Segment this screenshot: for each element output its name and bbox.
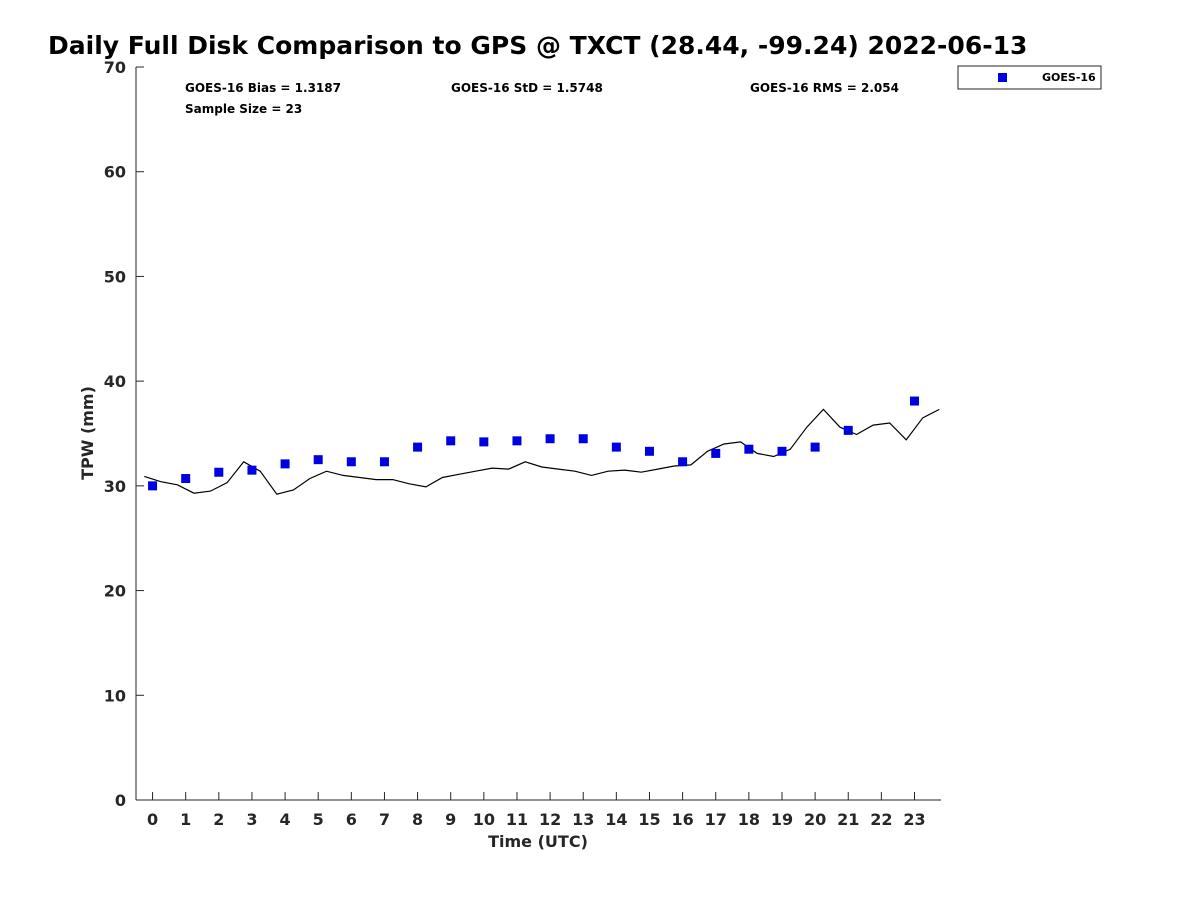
x-tick-label: 9 (445, 810, 456, 829)
x-tick-label: 2 (213, 810, 224, 829)
goes-16-point (578, 434, 588, 444)
y-tick-label: 70 (104, 58, 126, 77)
goes-16-scatter-series (148, 396, 919, 491)
x-tick-label: 11 (506, 810, 528, 829)
x-tick-label: 12 (539, 810, 561, 829)
y-axis-label: TPW (mm) (78, 386, 97, 480)
x-tick-label: 14 (605, 810, 627, 829)
chart-title: Daily Full Disk Comparison to GPS @ TXCT… (48, 31, 1027, 60)
bias-stat: GOES-16 Bias = 1.3187 (185, 81, 341, 95)
x-tick-label: 17 (705, 810, 727, 829)
goes-16-point (346, 457, 356, 467)
goes-16-point (744, 444, 754, 454)
goes-16-point (909, 396, 919, 406)
x-axis-label: Time (UTC) (488, 832, 588, 851)
x-tick-label: 18 (738, 810, 760, 829)
x-tick-label: 21 (837, 810, 859, 829)
x-tick-label: 16 (671, 810, 693, 829)
stats-annotations: GOES-16 Bias = 1.3187 Sample Size = 23 G… (185, 81, 899, 116)
y-tick-label: 50 (104, 267, 126, 286)
x-tick-label: 10 (473, 810, 495, 829)
goes-16-point (611, 442, 621, 452)
x-tick-label: 5 (313, 810, 324, 829)
sample-size-stat: Sample Size = 23 (185, 102, 302, 116)
goes-16-point (479, 437, 489, 447)
x-tick-label: 7 (379, 810, 390, 829)
goes-16-point (678, 457, 688, 467)
y-tick-label: 40 (104, 372, 126, 391)
goes-16-point (379, 457, 389, 467)
x-axis-ticks: 0 1 2 3 4 5 6 7 8 9 10 11 12 13 14 15 16 17 18 19 20 21 22 23 (147, 792, 926, 829)
goes-16-point (843, 425, 853, 435)
x-tick-label: 23 (903, 810, 925, 829)
goes-16-point (181, 474, 191, 484)
y-tick-label: 10 (104, 686, 126, 705)
goes-16-point (148, 481, 158, 491)
x-tick-label: 15 (638, 810, 660, 829)
x-tick-label: 4 (280, 810, 291, 829)
goes-16-point (711, 448, 721, 458)
y-tick-label: 30 (104, 477, 126, 496)
goes-16-point (644, 446, 654, 456)
goes-16-point (247, 465, 257, 475)
std-stat: GOES-16 StD = 1.5748 (451, 81, 603, 95)
x-tick-label: 20 (804, 810, 826, 829)
goes-16-point (280, 459, 290, 469)
x-tick-label: 0 (147, 810, 158, 829)
legend: GOES-16 (957, 65, 1102, 90)
goes-16-point (214, 467, 224, 477)
goes-16-point (777, 446, 787, 456)
goes-16-point (545, 434, 555, 444)
x-tick-label: 8 (412, 810, 423, 829)
rms-stat: GOES-16 RMS = 2.054 (750, 81, 899, 95)
x-tick-label: 22 (870, 810, 892, 829)
goes-16-point (810, 442, 820, 452)
goes-16-point (512, 436, 522, 446)
legend-marker (998, 73, 1007, 82)
y-tick-label: 60 (104, 163, 126, 182)
x-tick-label: 13 (572, 810, 594, 829)
x-tick-label: 1 (180, 810, 191, 829)
y-axis-ticks: 0 10 20 30 40 50 60 70 (104, 58, 144, 810)
goes-16-point (413, 442, 423, 452)
y-tick-label: 20 (104, 582, 126, 601)
gps-line-series (144, 408, 940, 495)
legend-box (957, 65, 1102, 90)
goes-16-point (313, 455, 323, 465)
gps-tpw-line (144, 408, 940, 495)
goes-16-point (446, 436, 456, 446)
x-tick-label: 3 (246, 810, 257, 829)
x-tick-label: 6 (346, 810, 357, 829)
y-tick-label: 0 (115, 791, 126, 810)
legend-label: GOES-16 (1042, 71, 1096, 84)
x-tick-label: 19 (771, 810, 793, 829)
